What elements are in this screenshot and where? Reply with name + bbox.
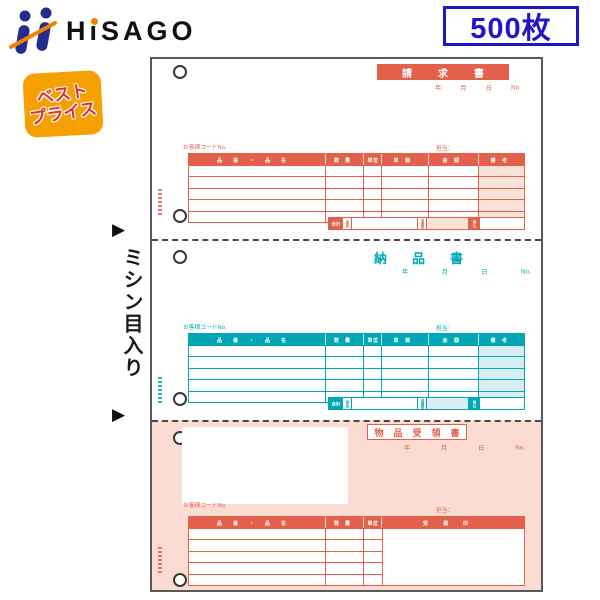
edge-code-mark xyxy=(158,547,162,573)
form-sheet: 請求書 年 月 日 No. お客様コードNo. 担当： 品番・品名 数量 単位 … xyxy=(150,57,543,592)
section-delivery: 納品書 年 月 日 No. お客様コードNo. 担当： 品番・品名 数量 単位 … xyxy=(152,239,541,420)
delivery-title: 納品書 xyxy=(374,251,489,266)
customer-code-label: お客様コードNo. xyxy=(183,501,227,509)
total-box xyxy=(480,397,525,410)
punch-hole-icon xyxy=(173,573,187,587)
sheet-count-text: 500枚 xyxy=(470,13,552,45)
perforation-arrow-bottom-icon: ▶ xyxy=(112,405,126,424)
edge-code-mark xyxy=(158,189,162,215)
table-row xyxy=(189,529,382,540)
receipt-title: 物品受領書 xyxy=(367,424,467,440)
tax-excl-label: 税抜 xyxy=(343,397,352,410)
table-row xyxy=(189,356,524,368)
table-row xyxy=(189,573,382,585)
table-row xyxy=(189,367,524,380)
staff-label: 担当： xyxy=(436,506,454,514)
table-row xyxy=(189,379,524,391)
best-price-badge: ベスト プライス xyxy=(22,70,104,138)
tax-box xyxy=(427,217,469,230)
table-row xyxy=(189,390,524,402)
tax-label: 消費税 xyxy=(418,397,427,410)
table-row xyxy=(189,187,524,200)
tax-box xyxy=(427,397,469,410)
section-invoice: 請求書 年 月 日 No. お客様コードNo. 担当： 品番・品名 数量 単位 … xyxy=(152,59,541,239)
table-row xyxy=(189,550,382,563)
perforation-note: ミシン目入り xyxy=(120,247,142,379)
delivery-date-line: 年 月 日 No. xyxy=(402,268,531,276)
edge-code-mark xyxy=(158,377,162,403)
invoice-title: 請求書 xyxy=(377,64,509,80)
customer-code-label: お客様コードNo. xyxy=(183,323,227,331)
perforation-arrow-top-icon: ▶ xyxy=(112,220,126,239)
tax-label: 消費税 xyxy=(418,217,427,230)
delivery-table: 品番・品名 数量 単位 単価 金額 備考 xyxy=(188,333,525,403)
tax-excl-label: 税抜 xyxy=(343,217,352,230)
address-window xyxy=(182,427,348,504)
sheet-count-badge: 500枚 xyxy=(443,6,579,46)
table-header-row: 品番・品名 数量 単位 単価 金額 備考 xyxy=(189,334,524,345)
punch-hole-icon xyxy=(173,250,187,264)
section-receipt: 物品受領書 年 月 日 No. お客様コードNo. 担当： 品番・品名 数量 単… xyxy=(152,420,541,590)
invoice-date-line: 年 月 日 No. xyxy=(435,84,521,92)
total-label: 合計 xyxy=(328,397,343,410)
delivery-summary-row: 合計 税抜 消費税 税込 xyxy=(328,397,525,410)
invoice-summary-row: 合計 税抜 消費税 税込 xyxy=(328,217,525,230)
receipt-date-line: 年 月 日 No. xyxy=(404,444,525,452)
table-header-row: 品番・品名 数量 単位 単価 金額 備考 xyxy=(189,154,524,165)
total-box xyxy=(480,217,525,230)
hisago-logo-mark-icon xyxy=(9,7,57,54)
receipt-table: 品番・品名 数量 単位 受領印 xyxy=(188,516,525,586)
hisago-logo-text: HiSAGO xyxy=(66,16,197,46)
amount-box xyxy=(352,397,418,410)
table-row xyxy=(189,199,524,211)
staff-label: 担当： xyxy=(436,324,454,332)
stamp-area xyxy=(382,528,524,585)
customer-code-label: お客様コードNo. xyxy=(183,143,227,151)
staff-label: 担当： xyxy=(436,144,454,152)
punch-hole-icon xyxy=(173,65,187,79)
tax-incl-label: 税込 xyxy=(469,217,480,230)
logo-i-dot-icon xyxy=(91,18,98,25)
table-row xyxy=(189,562,382,574)
table-row xyxy=(189,539,382,551)
punch-hole-icon xyxy=(173,392,187,406)
table-row xyxy=(189,345,524,357)
tax-incl-label: 税込 xyxy=(469,397,480,410)
hisago-logo: HiSAGO xyxy=(8,6,208,58)
table-row xyxy=(189,176,524,188)
punch-hole-icon xyxy=(173,209,187,223)
table-header-row: 品番・品名 数量 単位 受領印 xyxy=(189,517,524,528)
invoice-table: 品番・品名 数量 単位 単価 金額 備考 xyxy=(188,153,525,223)
table-row xyxy=(189,210,524,222)
total-label: 合計 xyxy=(328,217,343,230)
amount-box xyxy=(352,217,418,230)
table-row xyxy=(189,165,524,177)
